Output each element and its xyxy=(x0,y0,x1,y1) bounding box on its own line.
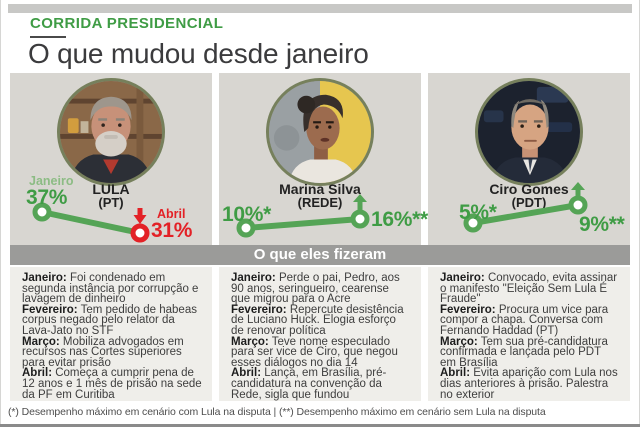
timeline-text: Foi condenado em segunda instância por c… xyxy=(22,272,199,306)
chart-start-value: 10%* xyxy=(222,203,272,226)
timeline-entry: Abril: Lança, em Brasília, pré-candidatu… xyxy=(231,367,411,401)
timeline-text: Começa a cumprir pena de 12 anos e 1 mês… xyxy=(22,367,202,401)
timeline-text: Repercute desistência de Luciano Huck. E… xyxy=(231,303,404,337)
candidate-panel-lula: LULA (PT) Janeiro 37% Abril 31% xyxy=(10,73,212,245)
timeline-month: Janeiro: xyxy=(440,272,485,284)
timeline-month: Fevereiro: xyxy=(22,303,78,316)
timeline-ciro: Janeiro: Convocado, evita assinar o mani… xyxy=(428,267,630,401)
trend-up-arrow-icon xyxy=(353,194,367,210)
timeline-entry: Abril: Evita aparição com Lula nos dias … xyxy=(440,367,620,401)
bottom-border xyxy=(0,424,640,427)
section-kicker: CORRIDA PRESIDENCIAL xyxy=(30,15,224,32)
timeline-month: Fevereiro: xyxy=(440,303,496,316)
timeline-text: Lança, em Brasília, pré-candidatura na c… xyxy=(231,367,387,401)
timeline-entry: Março: Tem sua pré-candidatura confirmad… xyxy=(440,335,620,369)
section-band-title: O que eles fizeram xyxy=(10,245,630,265)
candidate-photo-lula xyxy=(57,78,165,186)
timeline-entry: Janeiro: Perde o pai, Pedro, aos 90 anos… xyxy=(231,272,411,306)
chart-end-value: 9%** xyxy=(579,213,625,236)
timeline-month: Abril: xyxy=(231,367,262,380)
candidate-panel-marina: Marina Silva (REDE) 10%* 16%** xyxy=(219,73,428,245)
timeline-month: Abril: xyxy=(22,367,53,380)
trend-down-arrow-icon xyxy=(133,208,147,224)
candidate-name: LULA xyxy=(92,181,130,197)
timeline-row: Janeiro: Foi condenado em segunda instân… xyxy=(10,267,630,401)
page-title: O que mudou desde janeiro xyxy=(28,38,369,69)
candidate-photo-ciro xyxy=(475,78,583,186)
timeline-month: Abril: xyxy=(440,367,471,380)
candidate-name: Ciro Gomes xyxy=(489,181,569,197)
trend-up-arrow-icon xyxy=(571,182,585,197)
timeline-month: Fevereiro: xyxy=(231,303,287,316)
timeline-entry: Fevereiro: Repercute desistência de Luci… xyxy=(231,303,411,337)
timeline-month: Janeiro: xyxy=(22,272,67,284)
timeline-entry: Janeiro: Convocado, evita assinar o mani… xyxy=(440,272,620,306)
timeline-entry: Fevereiro: Procura um vice para compor a… xyxy=(440,303,620,337)
timeline-text: Perde o pai, Pedro, aos 90 anos, seringu… xyxy=(231,272,400,306)
timeline-text: Tem sua pré-candidatura confirmada e lan… xyxy=(440,335,608,369)
candidate-column-lula: LULA (PT) Janeiro 37% Abril 31% xyxy=(10,73,212,245)
trend-chart-marina xyxy=(236,194,370,238)
chart-start-value: 37% xyxy=(26,186,68,209)
chart-end-value: 31% xyxy=(151,219,193,242)
candidate-panel-ciro: Ciro Gomes (PDT) 5%* 9%** xyxy=(428,73,630,245)
timeline-month: Janeiro: xyxy=(231,272,276,284)
candidate-panels-row: LULA (PT) Janeiro 37% Abril 31% xyxy=(10,73,630,245)
candidate-party: (PDT) xyxy=(511,195,547,210)
left-border xyxy=(0,0,1,427)
timeline-text: Tem pedido de habeas corpus negado pelo … xyxy=(22,303,197,337)
ciro-portrait-illustration xyxy=(478,81,580,183)
chart-end-value: 16%** xyxy=(371,208,428,231)
timeline-entry: Março: Teve nome especulado para ser vic… xyxy=(231,335,411,369)
timeline-text: Procura um vice para compor a chapa. Con… xyxy=(440,303,609,337)
chart-start-month-label: Janeiro xyxy=(29,174,74,188)
timeline-text: Teve nome especulado para ser vice de Ci… xyxy=(231,335,398,369)
candidate-column-ciro: Ciro Gomes (PDT) 5%* 9%** xyxy=(428,73,630,245)
timeline-text: Convocado, evita assinar o manifesto "El… xyxy=(440,272,618,306)
timeline-entry: Janeiro: Foi condenado em segunda instân… xyxy=(22,272,202,306)
lula-portrait-illustration xyxy=(60,81,162,183)
timeline-entry: Fevereiro: Tem pedido de habeas corpus n… xyxy=(22,303,202,337)
trend-chart-ciro xyxy=(463,182,588,233)
timeline-marina: Janeiro: Perde o pai, Pedro, aos 90 anos… xyxy=(219,267,421,401)
top-strip xyxy=(8,4,632,13)
timeline-month: Março: xyxy=(440,335,478,348)
timeline-entry: Abril: Começa a cumprir pena de 12 anos … xyxy=(22,367,202,401)
trend-chart-lula xyxy=(32,202,150,243)
timeline-text: Evita aparição com Lula nos dias anterio… xyxy=(440,367,618,401)
candidate-party: (PT) xyxy=(98,195,124,210)
timeline-month: Março: xyxy=(231,335,269,348)
timeline-lula: Janeiro: Foi condenado em segunda instân… xyxy=(10,267,212,401)
kicker-underline xyxy=(30,36,66,38)
footnote: (*) Desempenho máximo em cenário com Lul… xyxy=(8,406,546,418)
candidate-column-marina: Marina Silva (REDE) 10%* 16%** xyxy=(219,73,428,245)
candidate-party: (REDE) xyxy=(297,195,343,210)
timeline-month: Março: xyxy=(22,335,60,348)
timeline-entry: Março: Mobiliza advogados em recursos na… xyxy=(22,335,202,369)
chart-end-month-label: Abril xyxy=(157,207,186,221)
timeline-text: Mobiliza advogados em recursos nas Corte… xyxy=(22,335,184,369)
candidate-name: Marina Silva xyxy=(279,181,361,197)
chart-start-value: 5%* xyxy=(459,201,497,224)
